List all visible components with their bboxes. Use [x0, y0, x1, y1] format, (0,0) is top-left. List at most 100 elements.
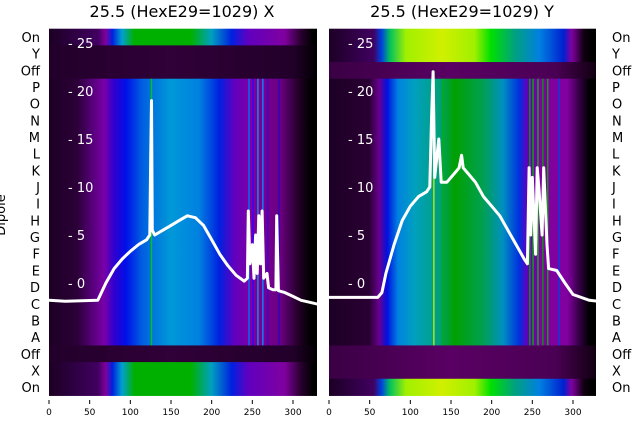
heatmap-row	[49, 128, 317, 146]
heatmap-stripe	[257, 78, 259, 346]
overlay-y-tick: - 0	[348, 277, 365, 292]
heatmap	[329, 28, 596, 396]
row-label: N	[30, 114, 40, 129]
panel-title: 25.5 (HexE29=1029) X	[90, 2, 275, 21]
row-label: L	[33, 148, 41, 163]
x-tick-label: 100	[122, 408, 139, 418]
row-label: M	[612, 131, 623, 146]
row-label: G	[612, 231, 622, 246]
heatmap-row	[49, 295, 317, 313]
profile-line	[49, 99, 317, 306]
heatmap-row	[329, 112, 596, 130]
row-label: M	[29, 131, 40, 146]
overlay-y-tick: - 20	[348, 85, 373, 100]
x-tick-label: 150	[442, 408, 459, 418]
heatmap-row	[49, 195, 317, 213]
heatmap-row	[329, 328, 596, 346]
x-tick-label: 300	[284, 408, 301, 418]
heatmap-stripe	[537, 78, 539, 346]
overlay-y-tick: - 5	[348, 229, 365, 244]
row-label: L	[612, 148, 620, 163]
heatmap-row	[329, 195, 596, 213]
heatmap-stripe	[442, 78, 445, 346]
row-label: A	[612, 331, 621, 346]
heatmap-row	[329, 245, 596, 263]
y-axis-label: Dipole	[0, 194, 9, 235]
heatmap-row	[49, 62, 317, 80]
x-tick-label: 300	[564, 408, 581, 418]
row-label: B	[612, 314, 621, 329]
heatmap-row	[329, 228, 596, 246]
x-tick-label: 250	[524, 408, 541, 418]
overlay-y-tick: - 5	[68, 229, 85, 244]
overlay-y-tick: - 0	[68, 277, 85, 292]
heatmap-row	[49, 95, 317, 113]
row-label: A	[31, 331, 40, 346]
row-label: F	[33, 248, 40, 263]
heatmap-stripe	[433, 78, 435, 346]
x-tick-label: 0	[46, 408, 52, 418]
heatmap-row	[329, 212, 596, 230]
row-label: I	[612, 198, 616, 213]
overlay-y-tick: - 15	[348, 133, 373, 148]
heatmap-stripe	[266, 78, 269, 346]
row-label: Off	[21, 348, 41, 363]
row-label: K	[31, 164, 40, 179]
heatmap-row	[49, 78, 317, 96]
panel-x: 25.5 (HexE29=1029) X Dipole On Y Off PONMLK…	[0, 2, 317, 418]
profile-line	[329, 70, 596, 303]
row-label: B	[31, 314, 40, 329]
heatmap-row	[329, 312, 596, 330]
heatmap-stripe	[558, 78, 560, 346]
heatmap-stripe	[546, 78, 549, 346]
row-label: J	[35, 181, 40, 196]
x-tick-label: 200	[203, 408, 220, 418]
heatmap-row	[329, 362, 596, 380]
row-label: C	[31, 298, 40, 313]
row-label: O	[30, 98, 40, 113]
heatmap-row	[49, 362, 317, 380]
row-label: On	[22, 381, 40, 396]
heatmap-row	[49, 312, 317, 330]
heatmap-row	[49, 178, 317, 196]
heatmap-row	[49, 145, 317, 163]
row-label: D	[612, 281, 622, 296]
row-label: C	[612, 298, 621, 313]
row-label: H	[30, 214, 40, 229]
overlay-y-tick: - 10	[348, 181, 373, 196]
heatmap-row	[329, 278, 596, 296]
panel-y: 25.5 (HexE29=1029) Y OnYOffPONMLKJIHGFED…	[326, 2, 632, 418]
row-label: On	[612, 31, 630, 46]
row-label: H	[612, 214, 622, 229]
heatmap-row	[329, 378, 596, 396]
panel-title: 25.5 (HexE29=1029) Y	[370, 2, 554, 21]
heatmap-row	[49, 45, 317, 63]
overlay-y-tick: - 20	[68, 85, 93, 100]
row-label: Y	[611, 48, 620, 63]
row-label: J	[611, 181, 616, 196]
heatmap-row	[329, 45, 596, 63]
overlay-y-tick: - 25	[68, 37, 93, 52]
heatmap	[49, 28, 317, 396]
overlay-y-tick: - 25	[348, 37, 373, 52]
overlay-y-tick: - 10	[68, 181, 93, 196]
row-label: O	[612, 98, 622, 113]
row-label: G	[30, 231, 40, 246]
row-label: E	[32, 264, 40, 279]
heatmap-row	[329, 62, 596, 80]
row-label: D	[30, 281, 40, 296]
row-label: X	[31, 364, 40, 379]
row-label: E	[612, 264, 620, 279]
x-tick-label: 250	[244, 408, 261, 418]
row-label: Off	[612, 64, 632, 79]
heatmap-row	[329, 345, 596, 363]
x-tick-label: 50	[364, 408, 376, 418]
x-tick-label: 200	[483, 408, 500, 418]
row-label: Off	[612, 348, 632, 363]
heatmap-row	[329, 28, 596, 46]
heatmap-row	[49, 28, 317, 46]
heatmap-row	[49, 345, 317, 363]
row-label: Y	[31, 48, 40, 63]
row-label: P	[32, 81, 40, 96]
